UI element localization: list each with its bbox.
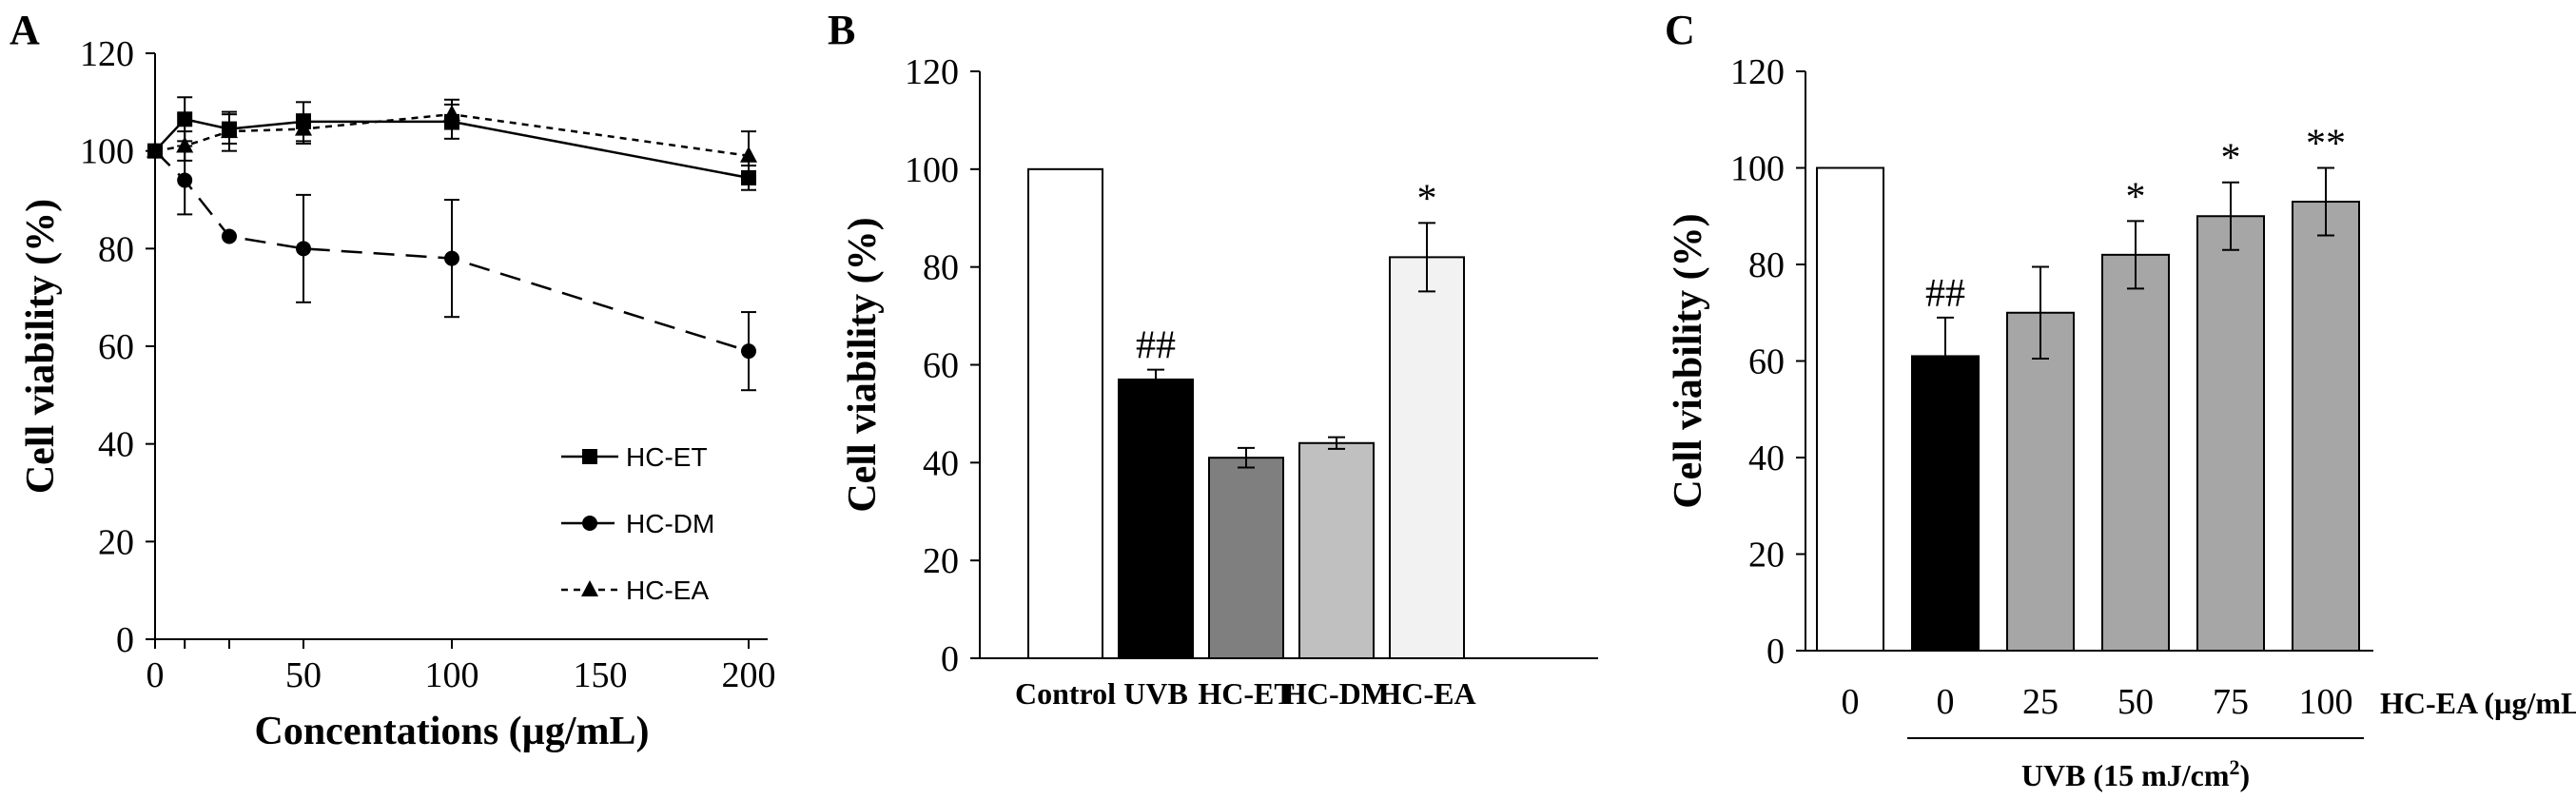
panel-a-x-tick-label: 200 [722,655,776,695]
panel-c-category-label: 0 [1937,682,1955,722]
legend-marker-hc-et [582,449,597,464]
data-point-hc-dm [741,343,756,360]
panel-b-bar [1298,441,1375,659]
panel-b-y-tick-label: 20 [923,541,959,581]
legend-marker-hc-dm [582,516,597,531]
panel-b-bar [1389,256,1465,659]
series-hc-ea [146,98,757,182]
panel-a: A 0 20 40 60 80 100 120 Cell viability (%) 0 50 100… [10,7,776,753]
panel-b-bar [1027,167,1103,660]
data-point-hc-ea [443,105,460,122]
data-point-hc-ea [295,119,312,136]
legend-label-hc-et: HC-ET [626,442,708,472]
panel-a-y-tick-label: 20 [98,522,134,562]
panel-b-letter: B [828,7,855,53]
panel-b-y-axis-label: Cell viability (%) [841,217,885,512]
panel-a-y-tick-label: 120 [80,34,134,74]
panel-c-significance-label: ** [2306,123,2346,166]
panel-c-x-right-label: HC-EA (µg/mL) [2380,686,2576,720]
panel-c-y-tick-label: 40 [1748,439,1785,478]
panel-a-y-tick-label: 80 [98,229,134,269]
panel-a-letter: A [10,7,40,53]
panel-b-y-tick-label: 120 [905,52,959,92]
panel-c-category-label: 0 [1842,682,1860,722]
data-point-hc-dm [177,172,193,188]
panel-c-significance-label: * [2126,175,2146,219]
data-point-hc-dm [444,250,459,266]
panel-c-category-label: 25 [2022,682,2059,722]
panel-c-y-tick-label: 80 [1748,245,1785,285]
data-point-hc-ea [176,136,194,153]
panel-c-y-tick-label: 60 [1748,342,1785,382]
panel-a-x-tick-label: 50 [285,655,322,695]
legend-label-hc-dm: HC-DM [626,509,714,538]
panel-c-bar [1816,166,1884,652]
panel-c-y-axis-label: Cell viability (%) [1667,213,1710,508]
legend-label-hc-ea: HC-EA [626,576,709,605]
panel-b-category-label: UVB [1123,676,1188,711]
data-point-hc-ea [221,122,238,139]
panel-a-y-tick-label: 0 [116,620,134,660]
panel-b-category-label: HC-DM [1283,676,1390,711]
panel-c-bar [2006,311,2075,652]
panel-c-significance-label: * [2221,137,2241,181]
panel-b-category-label: HC-ET [1198,676,1294,711]
panel-c-y-tick-label: 0 [1766,632,1785,672]
panel-b-category-label: HC-EA [1377,676,1475,711]
panel-a-y-tick-label: 100 [80,132,134,172]
data-point-hc-ea [740,146,757,163]
panel-b-y-tick-label: 100 [905,150,959,190]
panel-b-bar [1118,378,1194,659]
panel-c-category-label: 100 [2299,682,2353,722]
panel-a-y-tick-label: 40 [98,425,134,465]
panel-c-letter: C [1665,7,1695,53]
data-point-hc-dm [222,228,237,244]
panel-b-significance-label: ## [1136,324,1176,368]
panel-c-significance-label: ## [1925,272,1965,316]
panel-a-x-tick-label: 0 [146,655,165,695]
panel-c-y-tick-label: 100 [1730,149,1785,189]
panel-a-y-axis-label: Cell viability (%) [19,199,63,494]
panel-c-y-tick-label: 20 [1748,536,1785,576]
panel-b-y-tick-label: 60 [923,346,959,386]
panel-b-y-tick-label: 40 [923,443,959,483]
panel-c-category-label: 75 [2213,682,2249,722]
panel-b-category-label: Control [1015,676,1116,711]
panel-a-x-axis-label: Concentations (µg/mL) [254,710,649,753]
panel-b-y-tick-label: 80 [923,248,959,288]
panel-c-group-label: UVB (15 mJ/cm2) [2021,755,2250,792]
panel-b: B 0 20 40 60 80 100 120 Cell viability (%) ## * Con… [828,7,1598,711]
panel-c-category-label: 50 [2117,682,2154,722]
data-point-hc-dm [296,241,311,257]
panel-b-significance-label: * [1417,177,1437,221]
panel-c-y-tick-label: 120 [1730,52,1785,92]
panel-a-y-tick-label: 60 [98,327,134,367]
data-point-hc-ea [146,141,164,158]
panel-c-bar [2101,253,2170,652]
data-point-hc-et [177,111,193,127]
panel-b-y-tick-label: 0 [941,639,959,679]
panel-b-bar [1208,457,1284,660]
panel-c-bar [2292,201,2360,652]
panel-a-x-tick-label: 100 [425,655,479,695]
panel-c-bar [2196,215,2265,652]
series-hc-dm [147,143,756,392]
panel-c-bar [1911,355,1980,652]
panel-a-x-tick-label: 150 [574,655,628,695]
legend-marker-hc-ea [581,580,598,596]
